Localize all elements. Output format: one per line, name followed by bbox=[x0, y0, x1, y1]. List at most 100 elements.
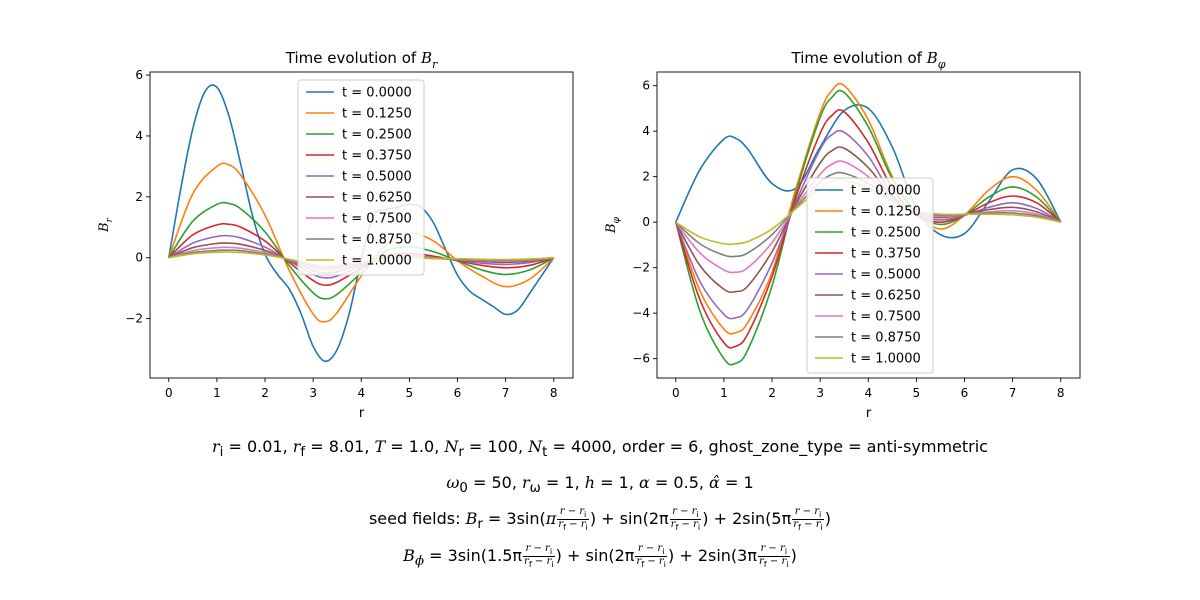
legend-entry: t = 1.0000 bbox=[342, 254, 412, 269]
legend-entry: t = 0.0000 bbox=[342, 86, 412, 101]
x-tick-label: 8 bbox=[550, 386, 558, 400]
legend-box bbox=[806, 177, 934, 374]
frac-1: r − ri rf − ri bbox=[557, 506, 589, 533]
series-line-4 bbox=[168, 234, 554, 279]
x-tick-label: 7 bbox=[1009, 386, 1017, 400]
x-tick-label: 3 bbox=[816, 386, 824, 400]
legend-entry: t = 0.0000 bbox=[851, 184, 921, 199]
alphahat-value: 1 bbox=[743, 473, 754, 493]
y-tick-label: −2 bbox=[632, 261, 650, 275]
x-tick-label: 6 bbox=[454, 386, 462, 400]
x-axis-label: r bbox=[866, 406, 872, 421]
x-tick-label: 7 bbox=[502, 386, 510, 400]
frac-4: r − ri rf − ri bbox=[523, 542, 555, 569]
series-line-6 bbox=[675, 160, 1062, 274]
br-term-3: 2sin(5π bbox=[732, 509, 792, 529]
alpha-value: 0.5 bbox=[673, 473, 699, 493]
br-term-2: sin(2π bbox=[619, 509, 669, 529]
seed-prefix: seed fields: bbox=[368, 509, 461, 529]
y-tick-label: 0 bbox=[642, 215, 650, 229]
legend-entry: t = 0.8750 bbox=[342, 233, 412, 248]
br-coef-1: 3 bbox=[506, 509, 517, 529]
x-tick-label: 1 bbox=[720, 386, 728, 400]
series-line-2 bbox=[168, 201, 555, 300]
legend-entry: t = 0.3750 bbox=[851, 247, 921, 262]
legend: t = 0.0000 t = 0.1250 t = 0.2500 t = 0.3750… bbox=[806, 177, 934, 374]
legend-entry: t = 0.6250 bbox=[342, 191, 412, 206]
x-tick-label: 5 bbox=[406, 386, 414, 400]
legend-entry: t = 0.5000 bbox=[342, 170, 412, 185]
series-line-5 bbox=[675, 146, 1062, 294]
parameter-caption: ri = 0.01, rf = 8.01, T = 1.0, Nr = 100,… bbox=[0, 432, 1200, 577]
omega0-value: 50 bbox=[491, 473, 512, 493]
caption-line-seed-br: seed fields: Br = 3sin(π r − ri rf − ri) +… bbox=[368, 506, 832, 533]
panel-bphi: 0 1 2 3 4 5 6 7 8 −6 −4 −2 0 2 4 6 Time evolution of Bφ r… bbox=[604, 49, 1081, 421]
frac-3: r − ri rf − ri bbox=[792, 506, 824, 533]
y-tick-label: 2 bbox=[642, 170, 650, 184]
caption-line-seed-bphi: Bϕ = 3sin(1.5π r − ri rf − ri) + sin(2π r −… bbox=[403, 542, 797, 569]
panel-br: 0 1 2 3 4 5 6 7 8 −2 0 2 4 6 Time evolution of Br r Br t … bbox=[97, 49, 574, 421]
frac-2: r − ri rf − ri bbox=[669, 506, 702, 533]
legend-entry: t = 0.7500 bbox=[342, 212, 412, 227]
x-tick-label: 0 bbox=[165, 386, 173, 400]
x-tick-label: 2 bbox=[261, 386, 269, 400]
series-line-0 bbox=[675, 103, 1062, 239]
series-line-1 bbox=[168, 162, 555, 323]
series-line-3 bbox=[675, 109, 1062, 349]
x-axis-label: r bbox=[359, 406, 365, 421]
ghost-zone-text: ghost_zone_type = anti-symmetric bbox=[708, 437, 988, 456]
y-tick-label: −2 bbox=[125, 312, 143, 326]
caption-line-grid-params: ri = 0.01, rf = 8.01, T = 1.0, Nr = 100,… bbox=[212, 437, 988, 461]
y-axis-label: Br bbox=[97, 217, 115, 233]
x-tick-label: 2 bbox=[768, 386, 776, 400]
ri-value: 0.01 bbox=[246, 437, 283, 456]
x-tick-label: 4 bbox=[357, 386, 365, 400]
legend-entry: t = 0.5000 bbox=[851, 268, 921, 283]
x-tick-label: 0 bbox=[672, 386, 680, 400]
bphi-term-1: 3sin(1.5π bbox=[447, 545, 523, 565]
series-line-2 bbox=[674, 89, 1062, 366]
y-tick-label: 0 bbox=[135, 251, 143, 265]
legend-box bbox=[297, 79, 425, 276]
y-tick-label: 4 bbox=[642, 124, 650, 138]
legend-entry: t = 0.1250 bbox=[851, 205, 921, 220]
y-tick-label: 2 bbox=[135, 190, 143, 204]
legend: t = 0.0000 t = 0.1250 t = 0.2500 t = 0.3750… bbox=[297, 79, 425, 276]
x-tick-label: 6 bbox=[961, 386, 969, 400]
frac-5: r − ri rf − ri bbox=[635, 542, 667, 569]
series-line-4 bbox=[675, 129, 1062, 320]
x-tick-label: 4 bbox=[864, 386, 872, 400]
rf-value: 8.01 bbox=[328, 437, 365, 456]
chart-title: Time evolution of Br bbox=[285, 49, 438, 71]
x-tick-label: 5 bbox=[913, 386, 921, 400]
y-tick-label: 6 bbox=[135, 68, 143, 82]
series-line-3 bbox=[168, 222, 554, 286]
y-tick-label: −6 bbox=[632, 352, 650, 366]
legend-entry: t = 0.7500 bbox=[851, 310, 921, 325]
legend-entry: t = 0.2500 bbox=[851, 226, 921, 241]
caption-line-physics-params: ω0 = 50, rω = 1, h = 1, α = 0.5, α̂ = 1 bbox=[446, 473, 754, 497]
t-value: 1.0 bbox=[408, 437, 435, 456]
legend-entry: t = 0.2500 bbox=[342, 128, 412, 143]
frac-6: r − ri rf − ri bbox=[757, 542, 790, 569]
order-text: order = 6 bbox=[621, 437, 699, 456]
nt-value: 4000 bbox=[570, 437, 612, 456]
bphi-term-3: 2sin(3π bbox=[697, 545, 757, 565]
legend-entry: t = 1.0000 bbox=[851, 352, 921, 367]
legend-entry: t = 0.1250 bbox=[342, 107, 412, 122]
x-tick-label: 1 bbox=[213, 386, 221, 400]
y-tick-label: 4 bbox=[135, 129, 143, 143]
bphi-term-2: sin(2π bbox=[585, 545, 635, 565]
x-tick-label: 3 bbox=[309, 386, 317, 400]
y-tick-label: −4 bbox=[632, 306, 650, 320]
nr-value: 100 bbox=[487, 437, 518, 456]
series-line-1 bbox=[675, 82, 1062, 335]
chart-figure: 0 1 2 3 4 5 6 7 8 −2 0 2 4 6 Time evolution of Br r Br t … bbox=[97, 49, 1081, 421]
legend-entry: t = 0.6250 bbox=[851, 289, 921, 304]
h-value: 1 bbox=[618, 473, 629, 493]
x-tick-label: 8 bbox=[1057, 386, 1065, 400]
legend-entry: t = 0.8750 bbox=[851, 331, 921, 346]
y-tick-label: 6 bbox=[642, 79, 650, 93]
y-axis-label: Bφ bbox=[604, 216, 622, 234]
romega-value: 1 bbox=[564, 473, 575, 493]
